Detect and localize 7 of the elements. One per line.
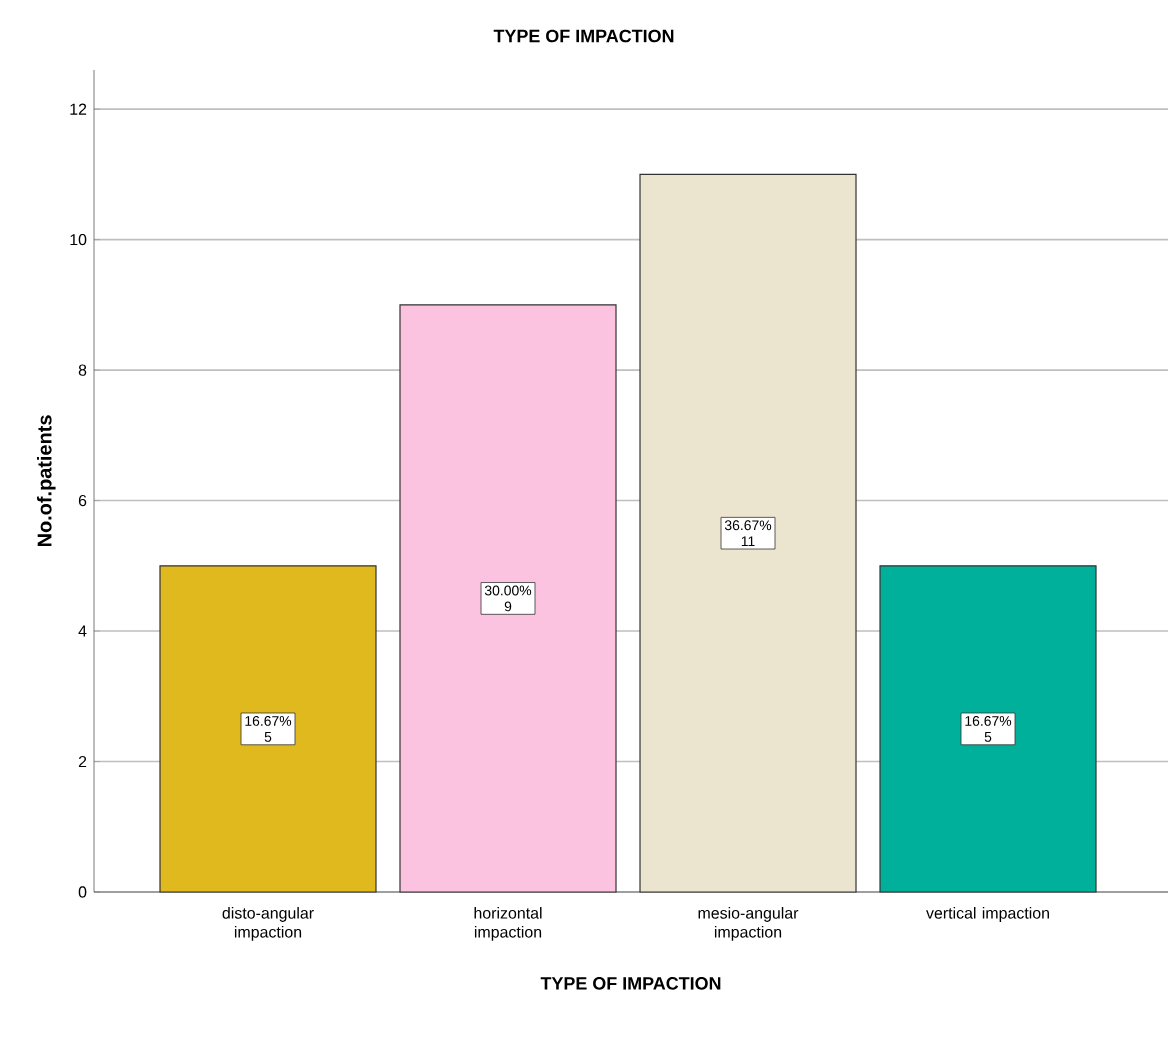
- bar: [159, 565, 377, 893]
- y-axis-title: No.of.patients: [36, 415, 56, 547]
- bar: [639, 173, 857, 893]
- x-axis-title: TYPE OF IMPACTION: [540, 977, 721, 990]
- chart-title: TYPE OF IMPACTION: [493, 29, 674, 43]
- bar: [879, 565, 1097, 893]
- bar: [399, 304, 617, 893]
